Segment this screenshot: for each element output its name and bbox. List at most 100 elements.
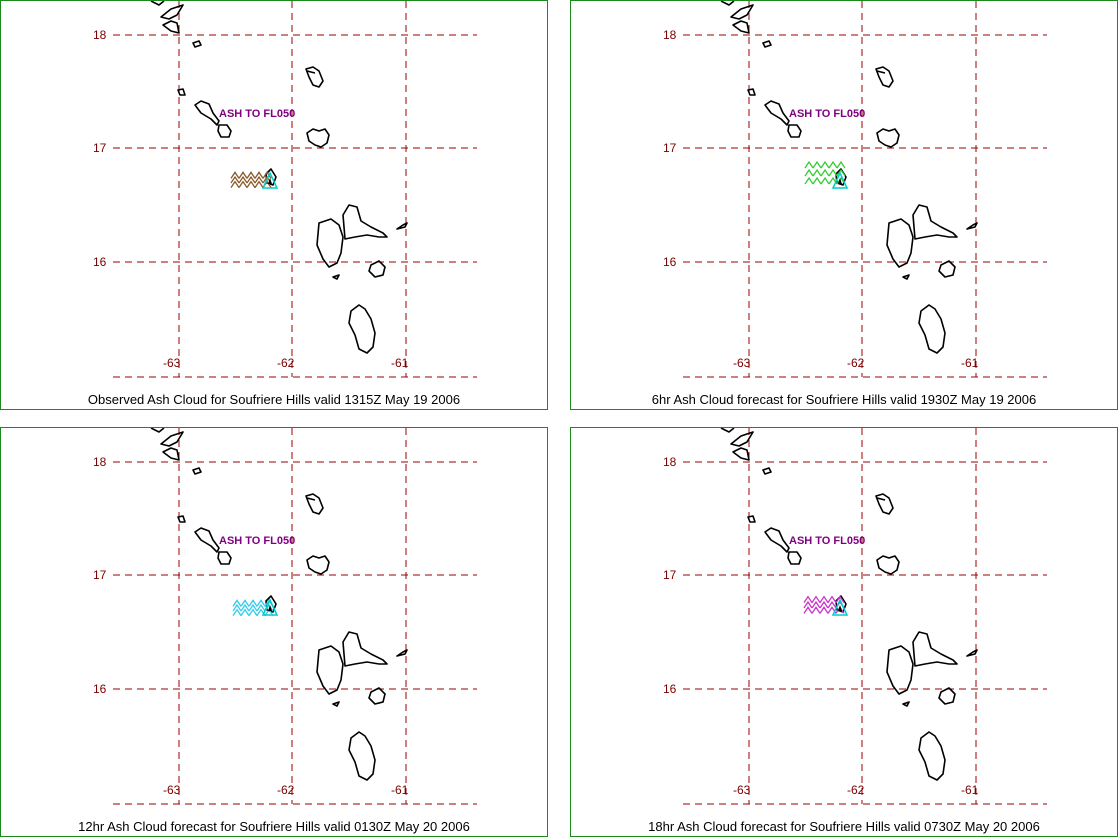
island-guadeloupe-gt <box>342 631 388 667</box>
island-marie-galante <box>938 260 956 278</box>
ash-cloud-hatch <box>232 603 274 612</box>
map-panel-12hr: 18 17 16 -63 -62 -61 ASH TO FL050 12hr Ash Clou… <box>0 427 548 837</box>
latitude-label: 18 <box>663 455 677 469</box>
longitude-label: -62 <box>277 783 295 797</box>
island-statia <box>177 88 186 96</box>
volcano-icon <box>831 171 849 189</box>
island-nevis <box>217 124 232 138</box>
volcano-icon <box>261 598 279 616</box>
island-nevis <box>787 124 802 138</box>
island-st-barthelemy <box>732 20 750 34</box>
longitude-label: -63 <box>163 783 181 797</box>
latitude-label: 16 <box>663 255 677 269</box>
island-antigua <box>876 128 900 148</box>
longitude-label: -63 <box>733 356 751 370</box>
longitude-label: -61 <box>391 356 409 370</box>
island-st-barthelemy <box>732 447 750 461</box>
longitude-label: -62 <box>277 356 295 370</box>
latitude-label: 18 <box>93 455 107 469</box>
island-dominica <box>348 731 376 781</box>
island-antigua <box>876 555 900 575</box>
island-saba <box>762 40 772 48</box>
panel-caption: 18hr Ash Cloud forecast for Soufriere Hi… <box>648 819 1040 834</box>
panel-caption: Observed Ash Cloud for Soufriere Hills v… <box>87 392 461 407</box>
island-barbuda <box>305 493 324 515</box>
latitude-label: 16 <box>663 682 677 696</box>
island-saba <box>192 40 202 48</box>
ash-altitude-label: ASH TO FL050 <box>219 108 295 120</box>
island-guadeloupe-bt <box>316 645 344 695</box>
longitude-label: -61 <box>961 356 979 370</box>
island-anguilla-stmartin <box>150 428 184 447</box>
island-anguilla-stmartin <box>720 428 754 447</box>
ash-cloud-hatch <box>230 171 272 179</box>
island-barbuda <box>305 66 324 88</box>
map-canvas: 18 17 16 -63 -62 -61 ASH TO FL050 <box>663 1 1047 378</box>
latitude-label: 17 <box>663 141 677 155</box>
volcano-vent-icon <box>838 605 842 611</box>
ash-cloud-hatch <box>232 608 274 617</box>
ash-cloud-hatch <box>803 595 845 604</box>
panel-caption: 12hr Ash Cloud forecast for Soufriere Hi… <box>78 819 470 834</box>
island-st-kitts <box>764 100 790 126</box>
longitude-label: -62 <box>847 356 865 370</box>
island-les-saintes <box>332 274 340 280</box>
island-desirade <box>966 649 978 657</box>
ash-altitude-label: ASH TO FL050 <box>219 535 295 547</box>
island-marie-galante <box>368 260 386 278</box>
longitude-label: -62 <box>847 783 865 797</box>
ash-altitude-label: ASH TO FL050 <box>789 535 865 547</box>
map-canvas: 18 17 16 -63 -62 -61 ASH TO FL050 <box>93 428 477 805</box>
island-st-barthelemy <box>162 20 180 34</box>
island-dominica <box>918 731 946 781</box>
ash-cloud-hatch <box>804 168 846 177</box>
island-desirade <box>396 222 408 230</box>
island-anguilla-stmartin <box>720 1 754 20</box>
island-guadeloupe-bt <box>886 218 914 268</box>
volcano-icon <box>261 171 279 189</box>
island-statia <box>747 88 756 96</box>
island-saba <box>762 467 772 475</box>
map-panel-6hr: 18 17 16 -63 -62 -61 ASH TO FL050 6hr Ash Cloud… <box>570 0 1118 410</box>
longitude-label: -61 <box>391 783 409 797</box>
island-les-saintes <box>902 274 910 280</box>
island-st-barthelemy <box>162 447 180 461</box>
island-dominica <box>348 304 376 354</box>
longitude-label: -63 <box>733 783 751 797</box>
ash-cloud-area <box>230 171 272 189</box>
ash-cloud-hatch <box>804 160 846 169</box>
ash-cloud-hatch <box>230 175 272 184</box>
map-panel-observed: 18 17 16 -63 -62 -61 ASH TO FL050 Observed Ash … <box>0 0 548 410</box>
ash-cloud-area <box>803 595 845 614</box>
ash-cloud-hatch <box>804 176 846 185</box>
island-guadeloupe-gt <box>342 204 388 240</box>
island-guadeloupe-gt <box>912 204 958 240</box>
ash-cloud-hatch <box>803 606 845 614</box>
island-desirade <box>396 649 408 657</box>
island-les-saintes <box>902 701 910 707</box>
map-canvas: 18 17 16 -63 -62 -61 ASH TO FL050 <box>93 1 477 378</box>
latitude-label: 17 <box>663 568 677 582</box>
island-st-kitts <box>764 527 790 553</box>
island-anguilla-stmartin <box>150 1 184 20</box>
latitude-label: 17 <box>93 141 107 155</box>
latitude-label: 17 <box>93 568 107 582</box>
latitude-label: 16 <box>93 682 107 696</box>
island-desirade <box>966 222 978 230</box>
ash-cloud-area <box>804 160 846 185</box>
island-les-saintes <box>332 701 340 707</box>
island-marie-galante <box>368 687 386 705</box>
volcano-vent-icon <box>268 605 272 611</box>
longitude-label: -61 <box>961 783 979 797</box>
island-barbuda <box>875 493 894 515</box>
ash-cloud-hatch <box>230 180 272 189</box>
island-statia <box>747 515 756 523</box>
ash-cloud-area <box>232 599 274 617</box>
volcano-vent-icon <box>838 178 842 184</box>
panel-caption: 6hr Ash Cloud forecast for Soufriere Hil… <box>651 392 1037 407</box>
map-panel-18hr: 18 17 16 -63 -62 -61 ASH TO FL050 18hr Ash Clou… <box>570 427 1118 837</box>
island-dominica <box>918 304 946 354</box>
longitude-label: -63 <box>163 356 181 370</box>
island-antigua <box>306 555 330 575</box>
island-guadeloupe-bt <box>316 218 344 268</box>
